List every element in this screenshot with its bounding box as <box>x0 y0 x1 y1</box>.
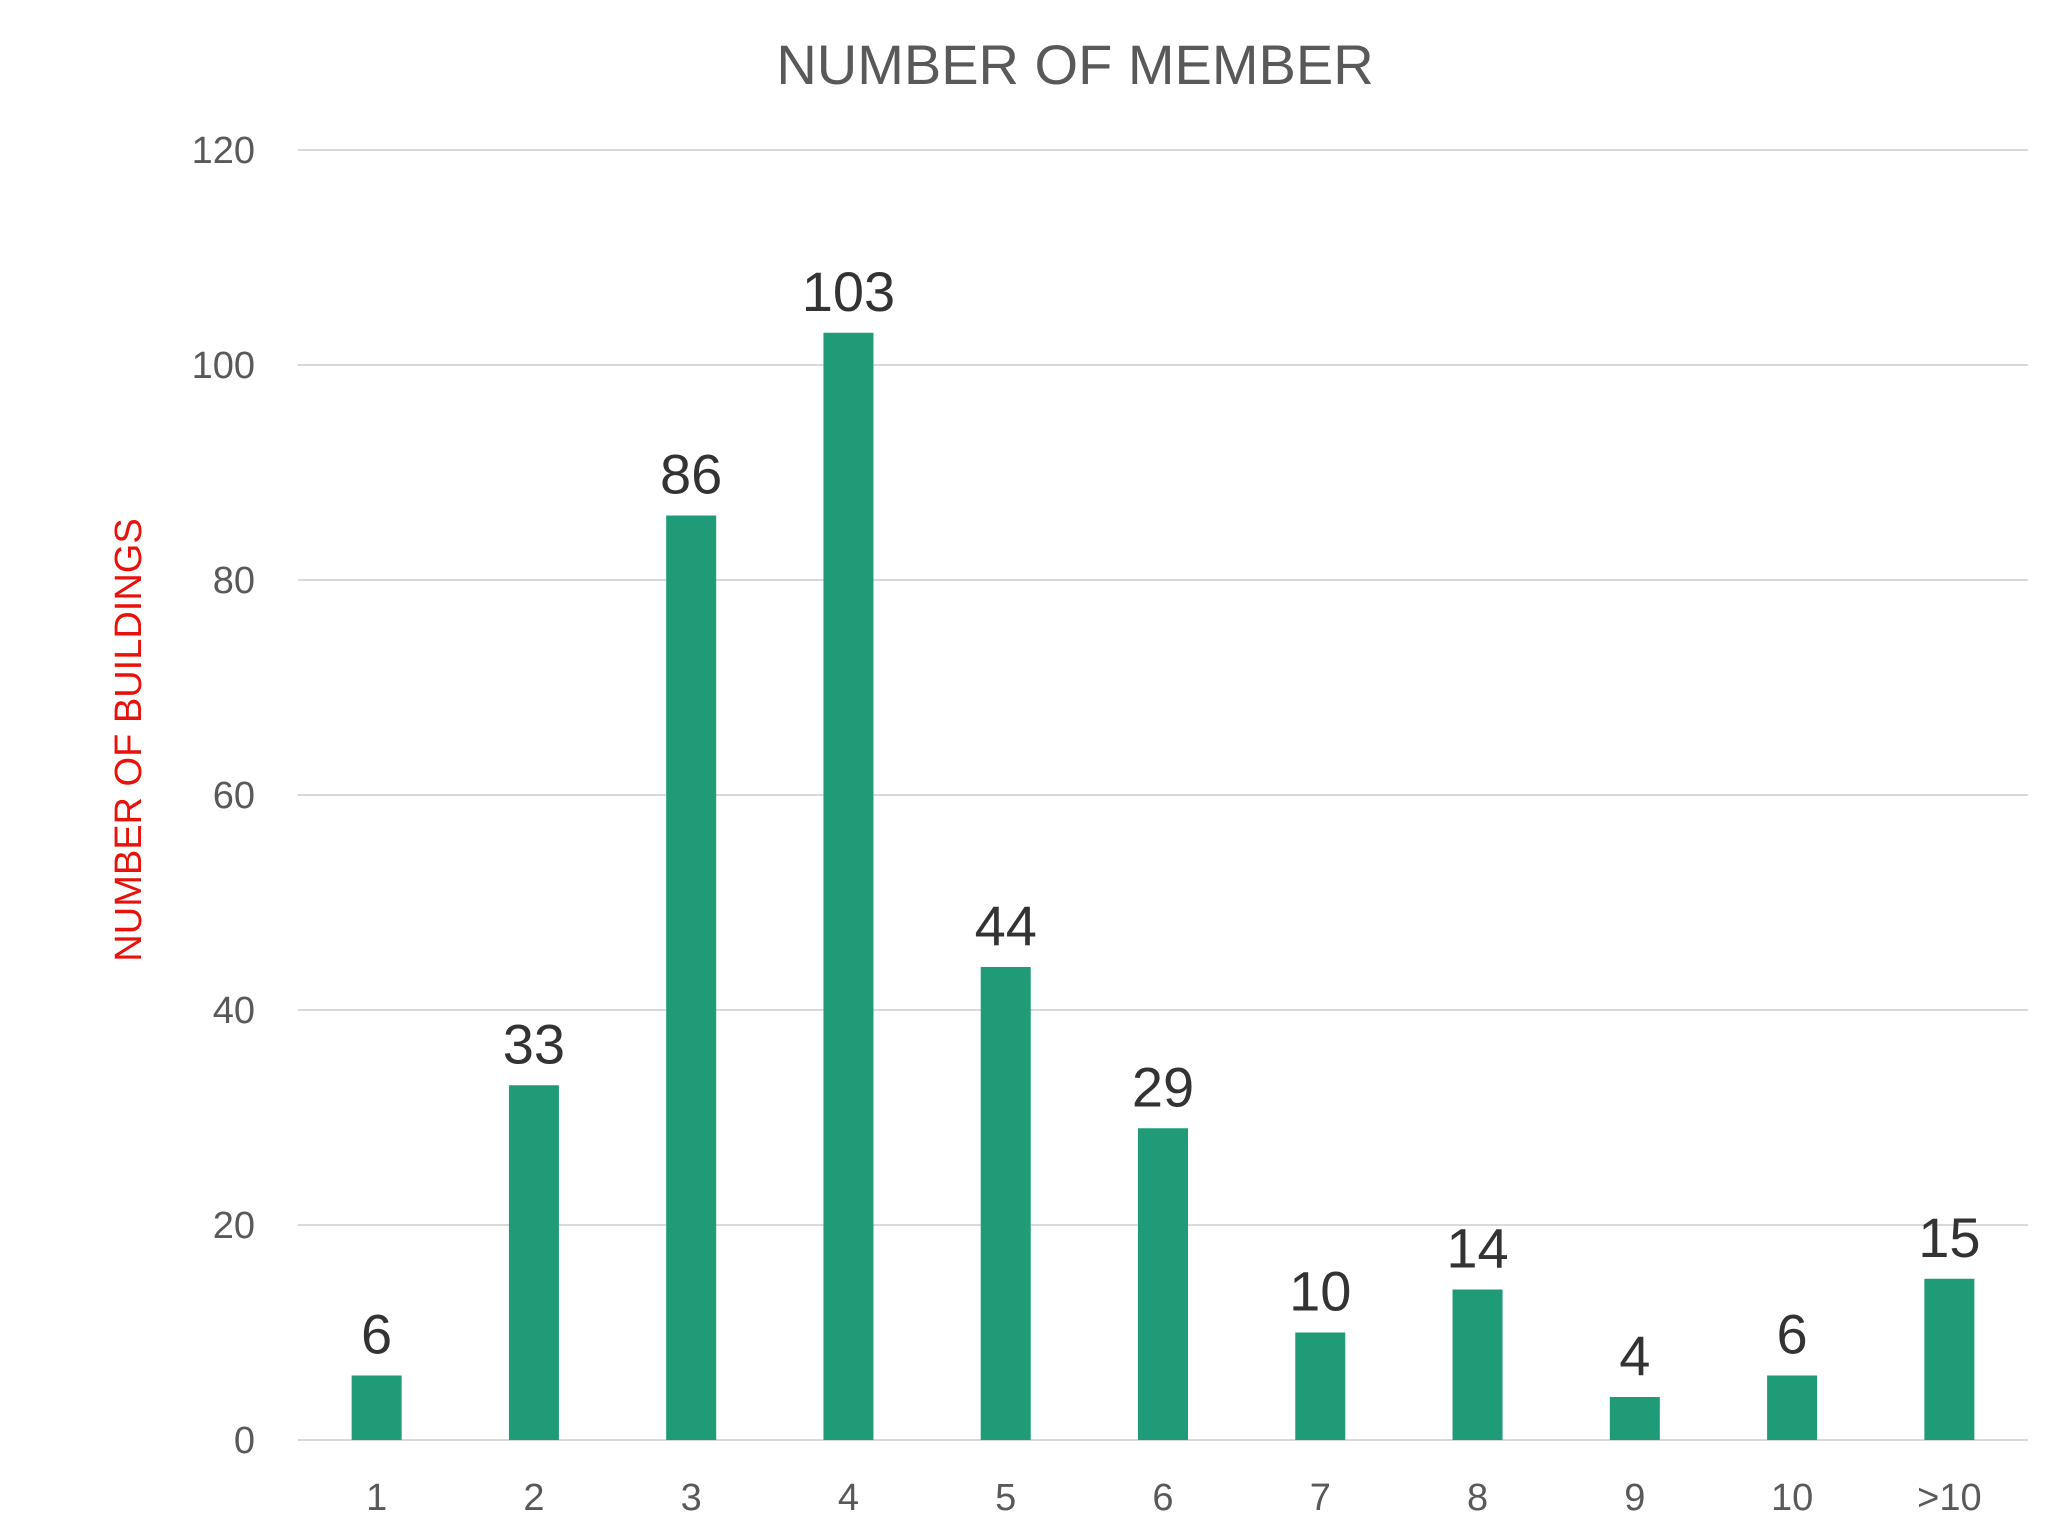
data-label: 15 <box>1918 1206 1980 1269</box>
data-label: 10 <box>1289 1260 1351 1323</box>
bar <box>1452 1289 1503 1440</box>
x-tick-label: 1 <box>366 1477 387 1519</box>
data-label: 4 <box>1619 1324 1650 1387</box>
data-label: 6 <box>361 1303 392 1366</box>
y-tick-label: 120 <box>192 130 255 172</box>
gridlines <box>298 149 2028 1441</box>
bar <box>1767 1375 1818 1440</box>
bar <box>1609 1397 1660 1440</box>
bar <box>1295 1332 1346 1440</box>
data-label: 33 <box>503 1012 565 1075</box>
x-tick-label: >10 <box>1917 1477 1981 1519</box>
x-tick-label: 9 <box>1624 1477 1645 1519</box>
data-label: 44 <box>975 894 1037 957</box>
y-axis-label: NUMBER OF BUILDINGS <box>108 518 150 961</box>
chart-title: NUMBER OF MEMBER <box>776 33 1373 96</box>
y-tick-label: 20 <box>213 1205 255 1247</box>
data-label: 86 <box>660 443 722 506</box>
x-tick-label: 5 <box>995 1477 1016 1519</box>
y-tick-label: 100 <box>192 345 255 387</box>
data-label: 6 <box>1777 1303 1808 1366</box>
y-tick-label: 60 <box>213 775 255 817</box>
bar <box>1924 1278 1975 1440</box>
x-tick-label: 6 <box>1152 1477 1173 1519</box>
bar <box>351 1375 402 1440</box>
data-label: 103 <box>802 260 895 323</box>
y-tick-label: 80 <box>213 560 255 602</box>
bar <box>666 515 717 1440</box>
y-tick-label: 0 <box>234 1420 255 1462</box>
x-tick-label: 3 <box>681 1477 702 1519</box>
y-axis-ticks: 0 20 40 60 80 100 120 <box>192 130 255 1462</box>
bars <box>351 332 1975 1440</box>
x-tick-label: 2 <box>523 1477 544 1519</box>
x-tick-label: 8 <box>1467 1477 1488 1519</box>
x-tick-label: 10 <box>1771 1477 1813 1519</box>
data-label: 29 <box>1132 1055 1194 1118</box>
data-label: 14 <box>1446 1217 1508 1280</box>
x-tick-label: 4 <box>838 1477 859 1519</box>
bar <box>1138 1128 1188 1440</box>
data-labels: 6 33 86 103 44 29 10 14 4 6 15 <box>361 260 1980 1387</box>
bar <box>823 332 874 1440</box>
y-tick-label: 40 <box>213 990 255 1032</box>
bar <box>508 1085 559 1440</box>
x-axis-ticks: 1 2 3 4 5 6 7 8 9 10 >10 <box>366 1477 1982 1519</box>
x-tick-label: 7 <box>1310 1477 1331 1519</box>
bar <box>980 967 1031 1440</box>
